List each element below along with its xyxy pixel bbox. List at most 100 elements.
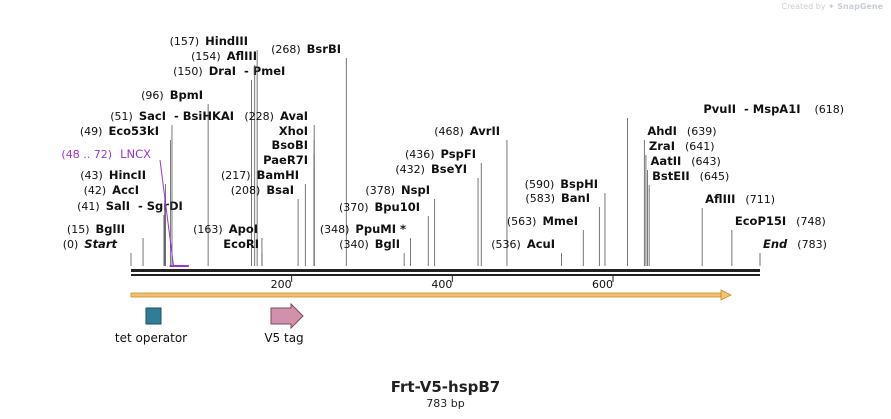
restriction-site[interactable]: AvrII (468) bbox=[434, 124, 508, 266]
site-name: DraI bbox=[209, 64, 236, 78]
site-name: SacI bbox=[139, 109, 166, 123]
restriction-site[interactable]: AflIII (154) bbox=[191, 49, 257, 266]
site-position: (41) bbox=[77, 200, 100, 213]
restriction-site[interactable]: HincII (43) bbox=[80, 168, 166, 266]
site-name: BsoBI bbox=[271, 138, 308, 152]
restriction-site[interactable]: AvaI (228) bbox=[244, 109, 315, 266]
restriction-site[interactable]: AcuI (536) bbox=[491, 237, 562, 266]
restriction-site[interactable]: BglII (15) bbox=[67, 222, 144, 266]
ruler-tick-label: 600 bbox=[592, 278, 613, 291]
tet-operator-label: tet operator bbox=[115, 331, 187, 345]
site-name: SalI bbox=[106, 199, 130, 213]
restriction-site[interactable]: ApoI (163) bbox=[193, 222, 263, 266]
sequence-backbone-bottom bbox=[131, 274, 760, 276]
restriction-site[interactable]: EcoP15I (748) bbox=[731, 214, 826, 266]
site-position: (348) bbox=[320, 223, 350, 236]
restriction-site[interactable]: BsrBI (268) bbox=[271, 42, 347, 266]
site-position: (163) bbox=[193, 223, 223, 236]
restriction-site[interactable]: AatII (643) bbox=[647, 154, 721, 266]
restriction-site[interactable]: PvuII - MspA1I (618) bbox=[627, 102, 844, 266]
restriction-site[interactable]: SalI (41) - SgrDI bbox=[77, 199, 183, 266]
restriction-site[interactable]: BsaI (208) bbox=[231, 183, 299, 266]
restriction-site[interactable]: EcoRI bbox=[223, 237, 263, 266]
site-name: BspHI bbox=[560, 177, 598, 191]
ruler-tick-label: 200 bbox=[271, 278, 292, 291]
snapgene-logo-icon: ✦ bbox=[828, 2, 835, 11]
site-position: (643) bbox=[691, 155, 721, 168]
restriction-site[interactable]: MmeI (563) bbox=[507, 214, 584, 266]
site-position: (711) bbox=[745, 193, 775, 206]
site-position: (228) bbox=[244, 110, 274, 123]
restriction-site[interactable]: Start (0) bbox=[63, 237, 132, 266]
site-name: AccI bbox=[112, 183, 139, 197]
site-name-secondary: - SgrDI bbox=[138, 199, 183, 213]
restriction-site[interactable]: BseYI (432) bbox=[395, 162, 479, 266]
site-name: BsaI bbox=[266, 183, 294, 197]
restriction-site[interactable]: BamHI (217) bbox=[221, 168, 306, 266]
restriction-site[interactable]: Bpu10I (370) bbox=[339, 200, 429, 266]
site-name: AflIII bbox=[227, 49, 257, 63]
v5-tag-arrow bbox=[270, 302, 304, 330]
site-position: (748) bbox=[796, 215, 826, 228]
restriction-site[interactable]: AhdI (639) bbox=[643, 124, 717, 266]
map-title: Frt-V5-hspB7 bbox=[390, 378, 501, 396]
site-position: (0) bbox=[63, 238, 79, 251]
site-name: ApoI bbox=[229, 222, 258, 236]
restriction-site[interactable]: End (783) bbox=[759, 237, 827, 266]
site-name: PaeR7I bbox=[263, 153, 308, 167]
restriction-site[interactable]: NspI (378) bbox=[365, 183, 436, 266]
site-position: (51) bbox=[110, 110, 133, 123]
site-position: (208) bbox=[231, 184, 261, 197]
site-position: (150) bbox=[173, 65, 203, 78]
site-position: (432) bbox=[395, 163, 425, 176]
restriction-site[interactable]: PspFI (436) bbox=[405, 147, 482, 266]
orf-bar[interactable] bbox=[130, 292, 722, 298]
restriction-site[interactable]: AccI (42) bbox=[84, 183, 166, 266]
restriction-site[interactable]: BglI (340) bbox=[339, 237, 405, 266]
site-name-secondary: - MspA1I bbox=[744, 102, 800, 116]
site-name: PpuMI * bbox=[355, 222, 406, 236]
site-name: EcoRI bbox=[223, 237, 259, 251]
site-position: (645) bbox=[700, 170, 730, 183]
lncx-feature[interactable]: LNCX (48 .. 72) bbox=[61, 147, 189, 267]
lncx-position: (48 .. 72) bbox=[61, 148, 112, 161]
site-position: (536) bbox=[491, 238, 521, 251]
lncx-label: LNCX bbox=[120, 147, 151, 161]
site-position: (157) bbox=[170, 35, 200, 48]
feature-v5-tag[interactable]: V5 tag bbox=[264, 302, 304, 345]
site-name: PspFI bbox=[441, 147, 476, 161]
restriction-site[interactable]: PpuMI * (348) bbox=[320, 222, 411, 266]
site-position: (340) bbox=[339, 238, 369, 251]
site-position: (639) bbox=[687, 125, 717, 138]
site-name: XhoI bbox=[279, 124, 308, 138]
site-name: BseYI bbox=[431, 162, 467, 176]
site-position: (783) bbox=[797, 238, 827, 251]
site-name: PvuII bbox=[703, 102, 736, 116]
restriction-site[interactable]: ZraI (641) bbox=[645, 139, 715, 266]
lncx-leader-line bbox=[159, 159, 175, 267]
restriction-site[interactable]: BspHI (590) bbox=[525, 177, 606, 266]
restriction-site[interactable]: Eco53kI (49) bbox=[80, 124, 171, 266]
ruler-tick-label: 400 bbox=[431, 278, 452, 291]
site-name: Bpu10I bbox=[375, 200, 420, 214]
site-name: BpmI bbox=[170, 88, 203, 102]
site-name-secondary: - BsiHKAI bbox=[174, 109, 234, 123]
site-position: (217) bbox=[221, 169, 251, 182]
restriction-site[interactable]: BpmI (96) bbox=[141, 88, 209, 266]
site-name: ZraI bbox=[649, 139, 675, 153]
feature-tet-operator[interactable]: tet operator bbox=[115, 307, 187, 345]
restriction-site[interactable]: BstEII (645) bbox=[648, 169, 730, 266]
site-name: HincII bbox=[109, 168, 146, 182]
site-position: (43) bbox=[80, 169, 103, 182]
site-name: AvrII bbox=[470, 124, 500, 138]
restriction-site[interactable]: HindIII (157) bbox=[170, 34, 258, 266]
site-name: Eco53kI bbox=[108, 124, 159, 138]
restriction-site[interactable]: SacI (51) - BsiHKAI bbox=[110, 109, 234, 266]
site-name: Start bbox=[84, 237, 117, 251]
restriction-site[interactable]: BanI (583) bbox=[525, 191, 600, 266]
restriction-site[interactable]: AflIII (711) bbox=[701, 192, 775, 266]
site-position: (378) bbox=[365, 184, 395, 197]
snapgene-brand: Created by ✦ SnapGene bbox=[781, 2, 883, 11]
site-position: (563) bbox=[507, 215, 537, 228]
ruler: 200 400 600 bbox=[271, 276, 614, 291]
